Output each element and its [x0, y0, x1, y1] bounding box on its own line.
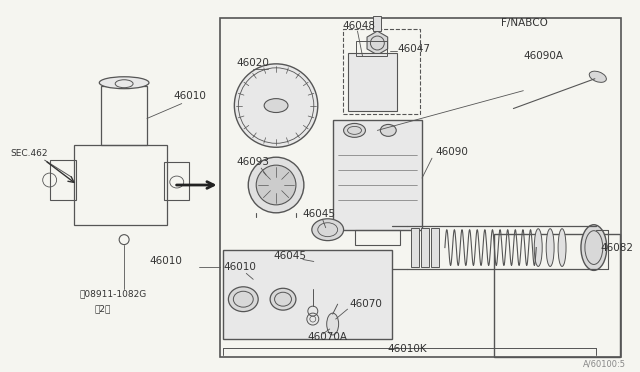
Text: 46010: 46010	[149, 256, 182, 266]
Text: 46010: 46010	[223, 262, 256, 272]
Ellipse shape	[270, 288, 296, 310]
Bar	[421, 228, 429, 267]
Bar	[355, 41, 387, 56]
Ellipse shape	[546, 229, 554, 266]
Ellipse shape	[314, 254, 342, 272]
Text: 46010K: 46010K	[387, 344, 427, 354]
Text: 46047: 46047	[397, 44, 430, 54]
Ellipse shape	[99, 77, 149, 89]
Text: 46010: 46010	[174, 91, 207, 101]
Ellipse shape	[312, 219, 344, 241]
Ellipse shape	[264, 99, 288, 112]
Ellipse shape	[534, 229, 542, 266]
Text: ⓝ08911-1082G: ⓝ08911-1082G	[79, 290, 147, 299]
Text: 46045: 46045	[273, 250, 306, 260]
Ellipse shape	[558, 229, 566, 266]
Bar	[220, 18, 621, 357]
Bar	[342, 29, 420, 113]
Ellipse shape	[581, 225, 607, 270]
Circle shape	[248, 157, 304, 213]
Bar	[164, 162, 189, 200]
Ellipse shape	[344, 124, 365, 137]
Ellipse shape	[228, 287, 258, 312]
Bar	[355, 230, 400, 244]
Bar	[333, 121, 422, 230]
Text: A/60100:5: A/60100:5	[582, 359, 626, 368]
Ellipse shape	[326, 313, 339, 335]
Circle shape	[234, 64, 318, 147]
Bar	[493, 234, 620, 357]
Text: 46090A: 46090A	[524, 51, 563, 61]
Text: 46090: 46090	[435, 147, 468, 157]
Text: 46070: 46070	[349, 299, 383, 309]
Text: F/NABCO: F/NABCO	[502, 18, 548, 28]
Bar	[74, 145, 167, 225]
Bar	[223, 250, 392, 339]
Text: 46045: 46045	[303, 209, 336, 219]
Bar	[101, 86, 147, 145]
Text: （2）: （2）	[94, 305, 111, 314]
Bar	[50, 160, 76, 200]
Circle shape	[256, 165, 296, 205]
Polygon shape	[367, 31, 388, 55]
Text: 46070A: 46070A	[308, 332, 348, 342]
Ellipse shape	[380, 124, 396, 137]
Bar	[373, 16, 381, 31]
Text: 46093: 46093	[236, 157, 269, 167]
Text: SEC.462: SEC.462	[10, 149, 47, 158]
Text: 46048: 46048	[342, 21, 376, 31]
Ellipse shape	[589, 71, 606, 82]
Text: 46020: 46020	[236, 58, 269, 68]
Bar	[348, 53, 397, 110]
Bar	[431, 228, 439, 267]
Bar	[411, 228, 419, 267]
Text: 46082: 46082	[601, 243, 634, 253]
